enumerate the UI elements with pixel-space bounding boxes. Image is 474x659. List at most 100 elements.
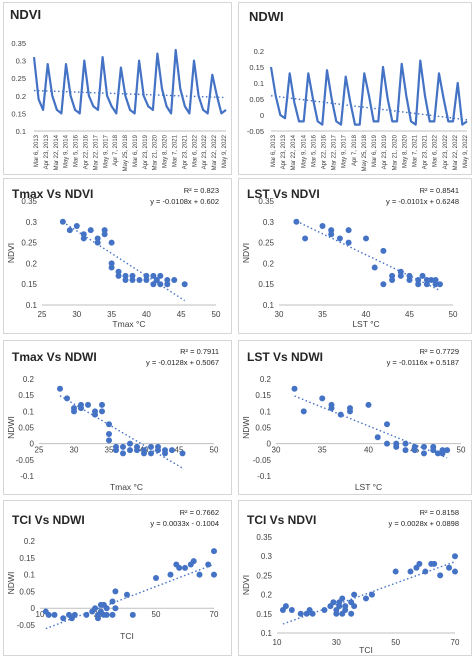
- regression-equation: y = -0.0116x + 0.5187: [386, 358, 459, 367]
- y-tick-label: 0.15: [255, 391, 271, 400]
- data-point: [421, 443, 427, 450]
- chart-lst-vs-ndvi: 0.35 0.3 0.25 0.2 0.15 0.130 35 40 45 50 LST °C NDV…: [241, 197, 458, 329]
- y-tick-label: 0.1: [260, 407, 272, 416]
- x-axis-label: LST °C: [355, 482, 382, 492]
- data-point: [99, 408, 105, 415]
- data-point: [282, 603, 289, 610]
- chart-tci-vs-ndwi: 0.20.150.10.050-0.0510305070TCINDWI: [6, 537, 219, 641]
- data-point: [45, 611, 52, 618]
- x-tick-label: May 9, 2014: [64, 134, 70, 168]
- y-tick-label: 0.15: [19, 554, 35, 563]
- data-point: [162, 447, 168, 454]
- data-point: [112, 605, 119, 612]
- data-point: [87, 227, 94, 234]
- data-point: [328, 405, 335, 412]
- x-tick-label: Apr 7, 2018: [352, 134, 358, 166]
- data-point: [59, 218, 66, 225]
- data-point: [432, 281, 439, 288]
- y-tick-label: 0.35: [258, 197, 274, 206]
- data-point: [134, 447, 140, 454]
- data-point: [302, 235, 309, 242]
- data-point: [421, 450, 427, 457]
- data-point: [80, 231, 87, 238]
- regression-r2: R² = 0.7911: [180, 347, 219, 356]
- x-tick-label: Mar 6, 2019: [372, 134, 378, 167]
- chart-ndwi-timeseries: 0.2 0.15 0.1 0.05 0 -0.05 Mar 6, 2013 Apr 23, 2…: [247, 47, 469, 171]
- panel-tmax-vs-ndwi: Tmax Vs NDWI R² = 0.7911 y = -0.0128x + …: [3, 340, 232, 495]
- data-point: [319, 222, 326, 229]
- y-tick-label: 0.35: [256, 533, 272, 542]
- data-point: [363, 235, 369, 242]
- x-tick-label: 10: [36, 610, 45, 619]
- y-tick-label: 0.15: [256, 610, 272, 619]
- x-tick-label: 35: [105, 446, 114, 455]
- y-tick-label: 0.2: [260, 375, 272, 384]
- data-point: [428, 277, 435, 284]
- data-point: [94, 239, 101, 246]
- data-point: [406, 272, 413, 279]
- data-point: [129, 272, 136, 279]
- data-point: [347, 408, 353, 415]
- x-tick-label: Mar 22, 2017: [332, 134, 338, 170]
- data-point: [345, 239, 352, 246]
- y-axis-label: NDWI: [6, 572, 16, 595]
- chart-title: NDVI: [10, 7, 42, 22]
- data-point: [150, 281, 157, 288]
- x-tick-label: May 9, 2014: [301, 134, 307, 168]
- data-point: [330, 599, 337, 606]
- x-tick-label: Mar 5, 2016: [311, 134, 317, 167]
- data-point: [115, 272, 122, 279]
- data-point: [422, 568, 429, 575]
- y-axis-label: NDVI: [241, 575, 251, 595]
- x-tick-label: Mar 5, 2016: [74, 134, 80, 167]
- data-point: [397, 272, 404, 279]
- data-point: [196, 571, 203, 578]
- x-tick-label: Apr 23, 2021: [423, 134, 429, 169]
- x-tick-label: 50: [210, 446, 219, 455]
- y-tick-label: 0.3: [261, 552, 273, 561]
- data-point: [397, 268, 404, 275]
- data-point: [423, 277, 430, 284]
- data-point: [60, 615, 67, 622]
- x-tick-label: 50: [212, 310, 221, 319]
- y-tick-label: 0.1: [24, 571, 36, 580]
- y-tick-label: 0.2: [261, 591, 273, 600]
- y-axis-label: NDWI: [6, 416, 16, 439]
- x-tick-label: 35: [318, 446, 327, 455]
- y-tick-label: 0.15: [249, 63, 264, 72]
- x-tick-label: Apr 23, 2013: [44, 134, 50, 169]
- data-point: [143, 277, 150, 284]
- y-tick-label: 0.15: [11, 109, 26, 118]
- x-tick-label: Apr 22, 2016: [322, 134, 328, 169]
- trend-line: [270, 95, 468, 121]
- data-point: [328, 231, 335, 238]
- x-tick-label: 50: [152, 610, 161, 619]
- data-point: [83, 611, 90, 618]
- data-point: [108, 260, 115, 267]
- trend-line: [59, 395, 183, 469]
- x-tick-label: Mar 7, 2021: [412, 134, 418, 167]
- data-point: [434, 450, 441, 457]
- chart-title: LST Vs NDVI: [247, 187, 320, 201]
- data-point: [333, 610, 340, 617]
- data-point: [167, 571, 174, 578]
- x-tick-label: Mar 22, 2022: [453, 134, 459, 170]
- data-point: [411, 447, 418, 454]
- data-point: [380, 281, 387, 288]
- data-point: [51, 611, 58, 618]
- y-tick-label: 0.2: [23, 375, 35, 384]
- data-point: [148, 443, 154, 450]
- y-tick-label: 0.1: [16, 127, 26, 136]
- x-axis-label: TCI: [359, 645, 373, 655]
- x-tick-label: 45: [405, 310, 414, 319]
- y-tick-label: 0.2: [263, 259, 275, 268]
- data-point: [92, 605, 99, 612]
- data-point: [71, 405, 77, 412]
- data-point: [176, 564, 183, 571]
- x-tick-label: Apr 7, 2018: [113, 134, 119, 166]
- data-point: [80, 235, 87, 242]
- chart-title: TCI Vs NDWI: [12, 513, 85, 527]
- data-point: [384, 421, 390, 428]
- data-point: [103, 605, 110, 612]
